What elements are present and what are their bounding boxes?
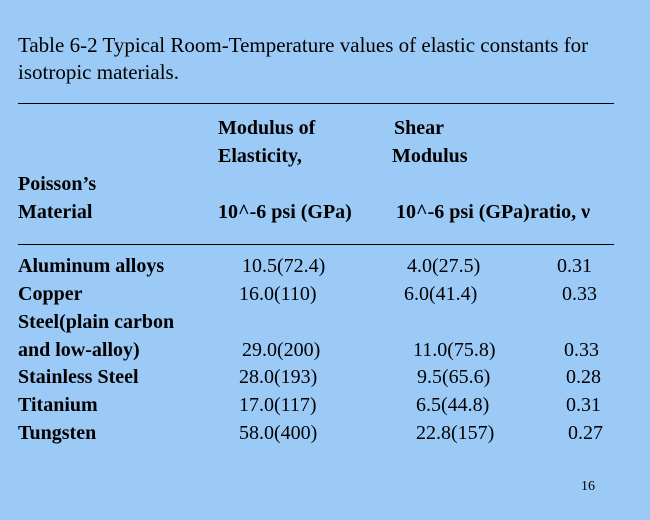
row-shear: 4.0(27.5) — [407, 255, 481, 277]
row-shear: 6.5(44.8) — [416, 394, 490, 416]
page-number: 16 — [581, 479, 595, 494]
row-shear: 9.5(65.6) — [417, 366, 491, 388]
row-ratio: 0.31 — [557, 255, 592, 277]
row-material: and low-alloy) — [18, 339, 140, 361]
row-shear: 11.0(75.8) — [413, 339, 496, 361]
row-material: Tungsten — [18, 422, 97, 444]
header-modulus-units: 10^-6 psi (GPa) — [218, 201, 352, 223]
row-modulus: 58.0(400) — [239, 422, 318, 444]
row-modulus: 29.0(200) — [242, 339, 321, 361]
header-ratio: ratio, ν — [530, 201, 591, 223]
row-material: Steel(plain carbon — [18, 311, 175, 333]
row-ratio: 0.31 — [566, 394, 601, 416]
header-poisson: Poisson’s — [18, 173, 97, 195]
header-shear-line2: Modulus — [392, 145, 468, 167]
header-shear-line1: Shear — [394, 117, 444, 139]
row-ratio: 0.27 — [568, 422, 603, 444]
row-shear: 6.0(41.4) — [404, 283, 478, 305]
row-material: Aluminum alloys — [18, 255, 165, 277]
row-material: Titanium — [18, 394, 98, 416]
header-shear-units: 10^-6 psi (GPa) — [396, 201, 530, 223]
row-shear: 22.8(157) — [416, 422, 495, 444]
header-modulus-line2: Elasticity, — [218, 145, 302, 167]
row-material: Copper — [18, 283, 83, 305]
table-title-line2: isotropic materials. — [18, 60, 179, 84]
row-modulus: 16.0(110) — [239, 283, 317, 305]
row-modulus: 17.0(117) — [239, 394, 317, 416]
header-modulus-line1: Modulus of — [218, 117, 316, 139]
row-ratio: 0.33 — [562, 283, 597, 305]
row-ratio: 0.33 — [564, 339, 599, 361]
header-material: Material — [18, 201, 93, 223]
top-rule — [18, 103, 614, 104]
row-ratio: 0.28 — [566, 366, 601, 388]
row-material: Stainless Steel — [18, 366, 139, 388]
row-modulus: 28.0(193) — [239, 366, 318, 388]
row-modulus: 10.5(72.4) — [242, 255, 326, 277]
header-rule — [18, 244, 614, 245]
table-title-line1: Table 6-2 Typical Room-Temperature value… — [18, 33, 589, 57]
